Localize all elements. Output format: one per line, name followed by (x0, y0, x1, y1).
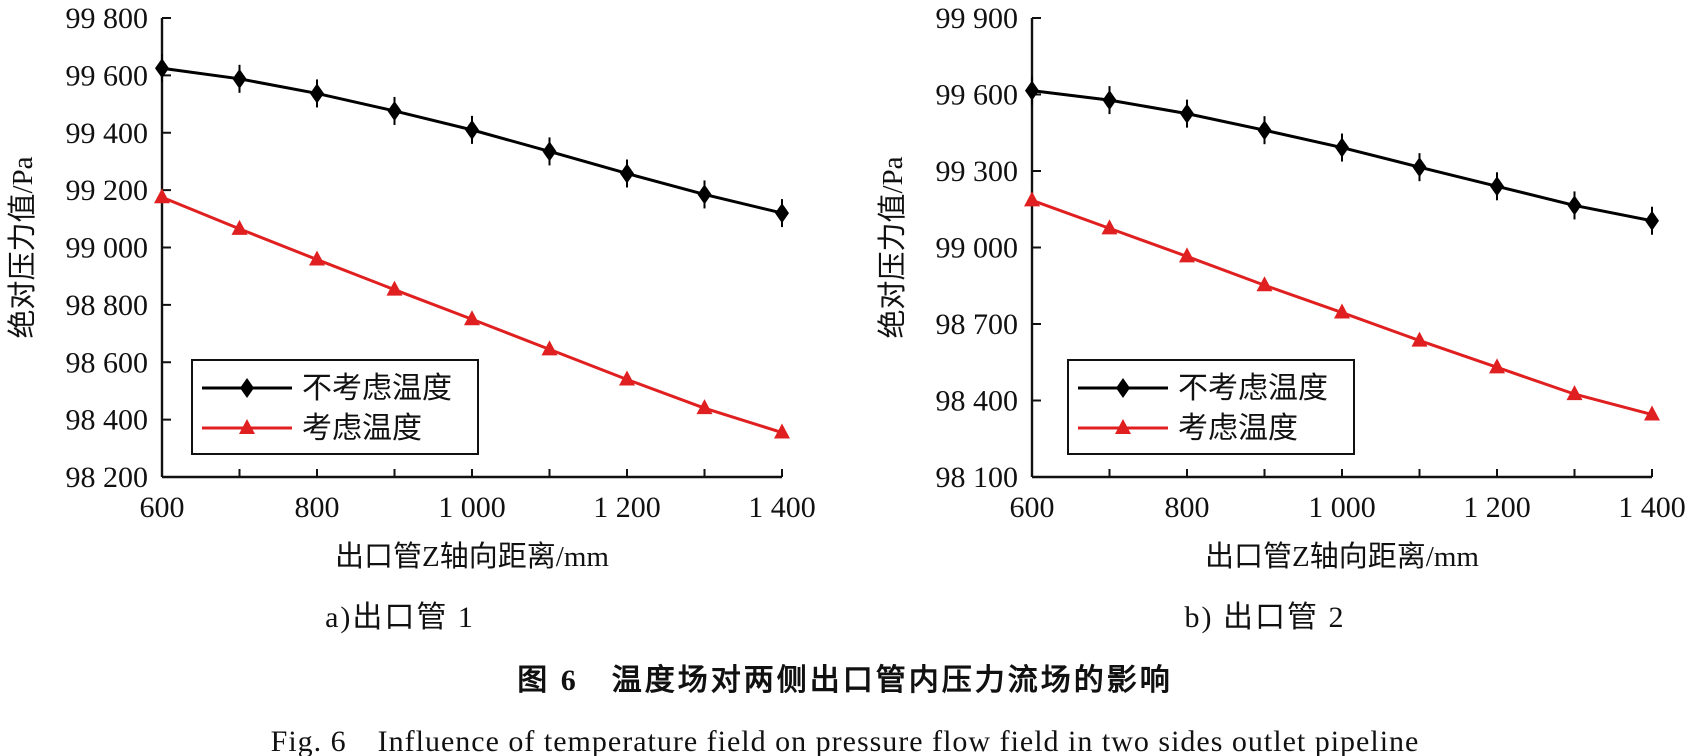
data-point-triangle (1489, 358, 1505, 374)
legend-marker-triangle (1115, 419, 1131, 434)
y-tick-label: 99 900 (936, 2, 1019, 35)
data-point-triangle (1334, 303, 1350, 319)
y-tick-label: 99 400 (66, 117, 149, 150)
x-tick-label: 1 000 (438, 491, 506, 524)
caption-zh: 图 6 温度场对两侧出口管内压力流场的影响 (517, 664, 1173, 697)
caption-en: Fig. 6 Influence of temperature field on… (271, 725, 1420, 756)
data-point-triangle (619, 370, 635, 386)
y-tick-label: 98 800 (66, 289, 149, 322)
legend-label-0: 不考虑温度 (1178, 372, 1328, 405)
chart-outlet-1: 98 200 98 400 98 600 98 800 99 000 99 200 99 4… (6, 2, 816, 634)
x-tick-label: 800 (1165, 491, 1210, 524)
x-tick-label: 600 (140, 491, 185, 524)
legend-label-0: 不考虑温度 (302, 372, 452, 405)
x-tick-label: 1 400 (748, 491, 816, 524)
legend-label-1: 考虑温度 (1178, 412, 1298, 445)
x-tick-label: 800 (295, 491, 340, 524)
y-tick-label: 99 600 (936, 79, 1019, 112)
data-point-triangle (1101, 219, 1118, 235)
data-point-triangle (386, 280, 403, 296)
legend-marker-triangle (239, 419, 255, 434)
data-point-triangle (1566, 385, 1583, 401)
x-axis-title: 出口管Z轴向距离/mm (1205, 540, 1479, 573)
x-tick-label: 1 400 (1618, 491, 1686, 524)
y-tick-label: 99 600 (66, 59, 149, 92)
y-axis-title: 绝对压力值/Pa (6, 156, 39, 338)
data-point-triangle (1411, 331, 1428, 347)
data-point-triangle (696, 399, 713, 415)
y-tick-label: 99 000 (66, 232, 149, 265)
data-point-triangle (231, 219, 248, 235)
legend-box (191, 359, 479, 455)
y-tick-label: 99 000 (936, 232, 1019, 265)
data-point-triangle (309, 250, 325, 266)
subcaption: b) 出口管 2 (1185, 601, 1346, 634)
legend-marker-diamond (240, 378, 254, 398)
y-tick-label: 98 700 (936, 308, 1019, 341)
subcaption: a)出口管 1 (325, 601, 475, 634)
y-axis-title: 绝对压力值/Pa (876, 156, 909, 338)
data-point-triangle (154, 188, 170, 204)
legend-box (1067, 359, 1355, 455)
y-tick-label: 98 200 (66, 461, 149, 494)
y-tick-label: 99 200 (66, 174, 149, 207)
x-tick-label: 1 200 (1463, 491, 1531, 524)
x-axis-title: 出口管Z轴向距离/mm (335, 540, 609, 573)
data-point-triangle (774, 423, 790, 439)
x-tick-label: 1 000 (1308, 491, 1376, 524)
legend-marker-diamond (1116, 378, 1130, 398)
y-tick-label: 99 300 (936, 155, 1019, 188)
data-point-triangle (464, 310, 480, 326)
legend-label-1: 考虑温度 (302, 412, 422, 445)
data-point-triangle (541, 340, 558, 356)
x-tick-label: 1 200 (593, 491, 661, 524)
y-tick-label: 98 600 (66, 346, 149, 379)
y-tick-label: 98 400 (66, 404, 149, 437)
y-tick-label: 99 800 (66, 2, 149, 35)
data-point-triangle (1256, 276, 1273, 292)
data-point-triangle (1644, 405, 1660, 421)
y-tick-label: 98 100 (936, 461, 1019, 494)
chart-outlet-2: 98 100 98 400 98 700 99 000 99 300 99 600 99 9… (876, 2, 1686, 634)
y-tick-label: 98 400 (936, 385, 1019, 418)
x-tick-label: 600 (1010, 491, 1055, 524)
data-point-triangle (1179, 247, 1195, 263)
data-point-triangle (1024, 191, 1040, 207)
